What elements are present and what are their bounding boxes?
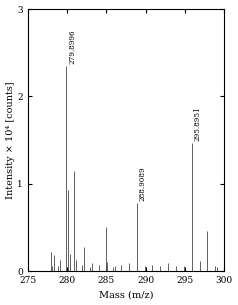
Text: 279.8996: 279.8996: [68, 30, 76, 64]
Y-axis label: Intensity × 10⁴ [counts]: Intensity × 10⁴ [counts]: [5, 81, 15, 199]
Text: 295.8951: 295.8951: [194, 106, 202, 141]
X-axis label: Mass (m/z): Mass (m/z): [99, 290, 153, 300]
Text: 288.9089: 288.9089: [139, 167, 147, 201]
